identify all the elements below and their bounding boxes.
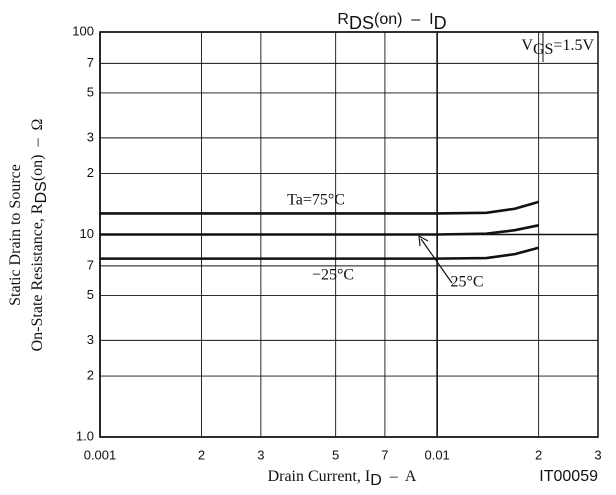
- y-tick-label: 7: [87, 257, 94, 272]
- condition-label: VGS=1.5V: [521, 37, 594, 58]
- y-tick-label: 10: [80, 226, 94, 241]
- series-label: Ta=75°C: [287, 192, 345, 209]
- x-axis-label: Drain Current, ID – A: [268, 468, 417, 489]
- x-tick-label: 2: [198, 447, 205, 462]
- y-tick-label: 1.0: [76, 428, 94, 443]
- title-subscript: D: [434, 13, 447, 33]
- x-tick-label: 0.001: [84, 447, 117, 462]
- x-tick-label: 3: [594, 447, 601, 462]
- label-part: On-State Resistance, R: [29, 203, 46, 351]
- label-part: =1.5V: [553, 37, 594, 54]
- title-subscript: DS: [349, 13, 374, 33]
- arrow-head: [418, 235, 429, 247]
- x-tick-label: 2: [535, 447, 542, 462]
- series-label: 25°C: [450, 274, 483, 291]
- label-part: Static Drain to Source: [7, 164, 24, 306]
- y-tick-label: 5: [87, 84, 94, 99]
- y-tick-label: 3: [87, 332, 94, 347]
- y-tick-label: 2: [87, 165, 94, 180]
- y-tick-label: 7: [87, 55, 94, 70]
- x-tick-label: 5: [332, 447, 339, 462]
- y-axis-label: On-State Resistance, RDS(on) – Ω: [29, 119, 50, 352]
- label-subscript: D: [370, 472, 382, 489]
- label-subscript: DS: [33, 181, 50, 203]
- y-tick-label: 2: [87, 367, 94, 382]
- annotation-arrow: [420, 238, 453, 284]
- y-tick-label: 100: [72, 23, 94, 38]
- title-part: (on) – I: [374, 11, 434, 28]
- label-part: V: [521, 37, 533, 54]
- figure-id: IT00059: [539, 468, 598, 485]
- label-subscript: GS: [533, 41, 553, 58]
- plot-area: [99, 31, 599, 438]
- y-tick-label: 5: [87, 287, 94, 302]
- series-line: [100, 246, 539, 260]
- label-part: – A: [382, 468, 417, 485]
- y-tick-label: 3: [87, 129, 94, 144]
- x-tick-label: 0.01: [424, 447, 449, 462]
- y-axis-label: Static Drain to Source: [7, 164, 24, 306]
- title-part: R: [337, 11, 349, 28]
- chart-title: RDS(on) – ID: [337, 11, 446, 33]
- x-tick-label: 7: [381, 447, 388, 462]
- label-part: Drain Current, I: [268, 468, 371, 485]
- label-part: (on) – Ω: [29, 119, 46, 182]
- series-line: [100, 200, 539, 215]
- series-label: −25°C: [312, 267, 354, 284]
- x-tick-label: 3: [257, 447, 264, 462]
- condition-box: [544, 33, 597, 61]
- series-line: [100, 224, 539, 236]
